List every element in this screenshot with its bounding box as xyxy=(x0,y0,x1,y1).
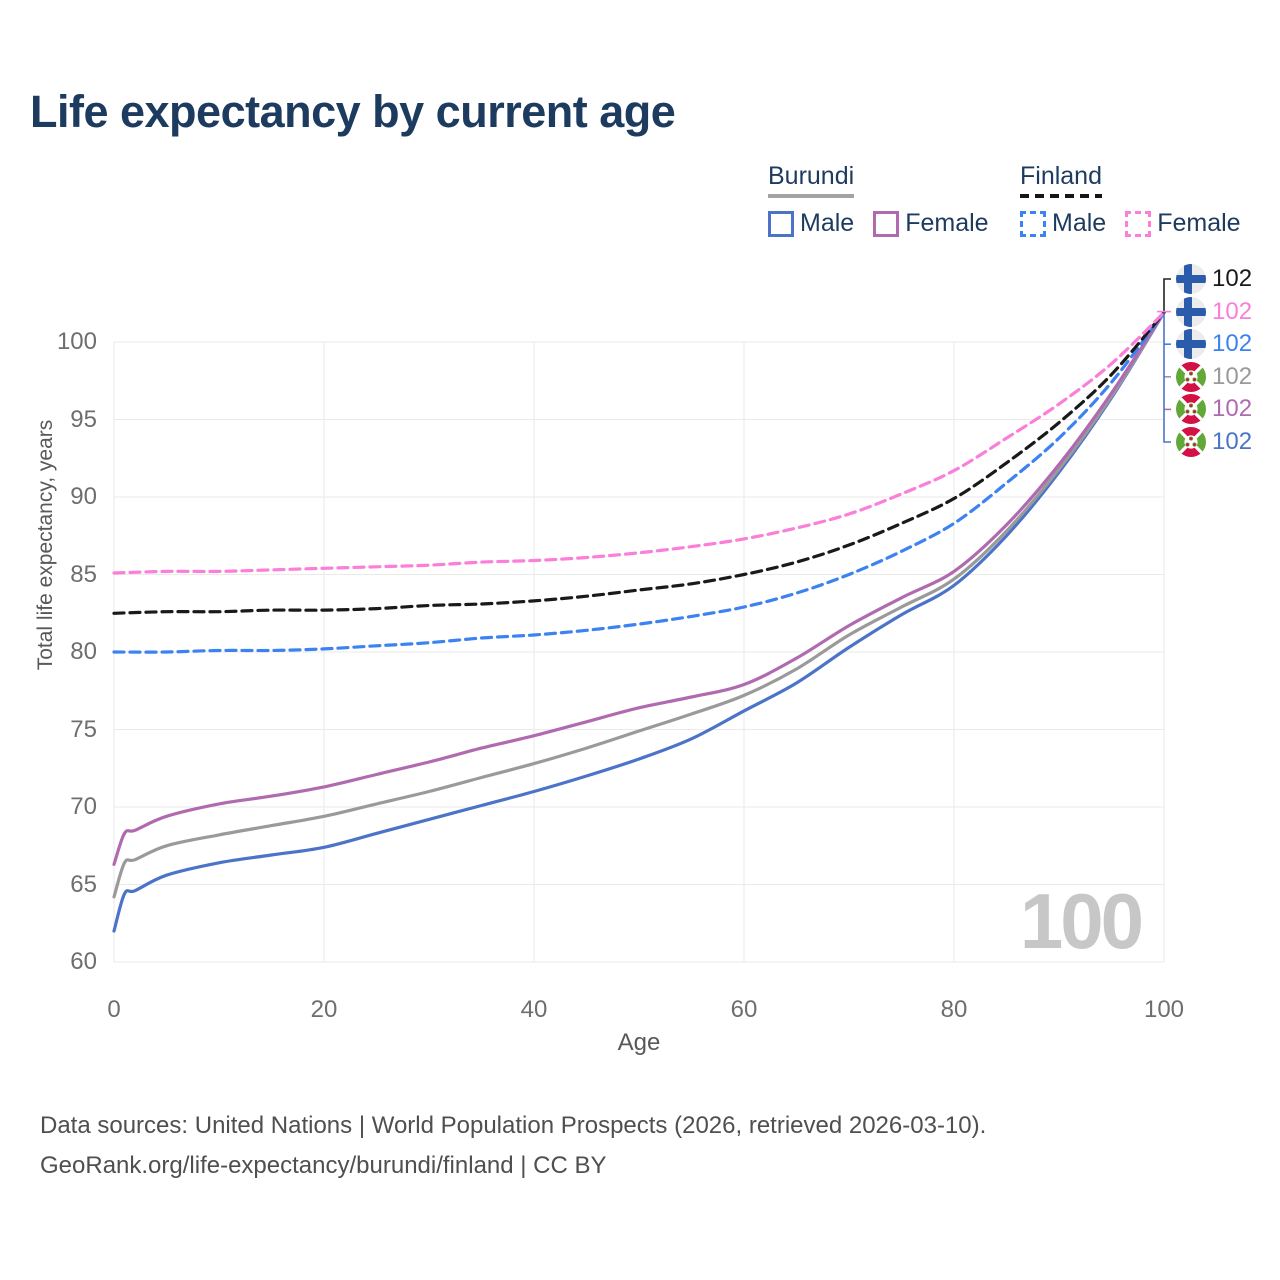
end-label-value: 102 xyxy=(1212,265,1253,292)
y-tick-label: 60 xyxy=(70,948,97,975)
x-tick-label: 60 xyxy=(730,996,758,1023)
y-tick-label: 95 xyxy=(70,405,97,433)
end-label-finland-total: 102 xyxy=(1176,264,1252,294)
callout-finland-total xyxy=(1163,278,1171,311)
end-label-burundi-female: 102 xyxy=(1176,394,1253,425)
x-tick-label: 0 xyxy=(107,996,121,1023)
burundi-flag-icon xyxy=(1176,427,1206,457)
legend-checkbox-icon[interactable] xyxy=(768,210,794,237)
x-tick-label: 40 xyxy=(520,996,548,1023)
legend-country-toggle-finland[interactable]: Finland xyxy=(1020,162,1102,198)
legend-checkbox-icon[interactable] xyxy=(1020,210,1046,237)
y-tick-label: 80 xyxy=(70,638,97,665)
end-label-value: 102 xyxy=(1212,395,1253,423)
burundi-flag-icon xyxy=(1176,361,1206,392)
legend-item-finland-male[interactable]: Male xyxy=(1020,209,1106,238)
legend-checkbox-icon[interactable] xyxy=(1125,210,1152,237)
series-line-burundi-total[interactable] xyxy=(112,310,1166,899)
legend-checkbox-icon[interactable] xyxy=(873,210,900,237)
y-tick-label: 90 xyxy=(70,483,97,510)
y-tick-label: 100 xyxy=(56,328,97,355)
legend-item-label: Male xyxy=(1052,209,1107,237)
y-tick-label: 65 xyxy=(70,870,97,898)
legend-item-label: Female xyxy=(1157,209,1241,237)
x-tick-label: 100 xyxy=(1143,996,1185,1023)
series-line-finland-male[interactable] xyxy=(112,310,1166,654)
legend-item-label: Male xyxy=(800,209,855,237)
page-title: Life expectancy by current age xyxy=(30,86,676,137)
end-label-burundi-total: 102 xyxy=(1176,361,1253,392)
end-label-finland-male: 102 xyxy=(1176,329,1253,360)
series-line-finland-female[interactable] xyxy=(112,310,1166,575)
legend-group-burundi: Burundi Male Female xyxy=(768,162,989,238)
legend-country-line-swatch xyxy=(768,194,855,198)
legend-items-row: Male Female xyxy=(768,209,989,238)
series-line-burundi-male[interactable] xyxy=(112,310,1166,933)
series-line-burundi-female[interactable] xyxy=(112,310,1166,866)
x-tick-label: 80 xyxy=(940,996,968,1023)
y-tick-label: 85 xyxy=(70,560,97,588)
footer-data-sources: Data sources: United Nations | World Pop… xyxy=(40,1112,987,1139)
watermark-age-indicator: 100 xyxy=(1019,877,1144,965)
legend-country-label: Burundi xyxy=(768,162,855,190)
end-label-value: 102 xyxy=(1212,297,1253,325)
burundi-flag-icon xyxy=(1176,394,1206,425)
y-tick-label: 70 xyxy=(70,793,97,820)
legend-country-label: Finland xyxy=(1020,162,1102,190)
x-tick-label: 20 xyxy=(310,996,338,1023)
finland-flag-icon xyxy=(1176,264,1206,294)
legend-country-toggle-burundi[interactable]: Burundi xyxy=(768,162,855,198)
footer-attribution-link: GeoRank.org/life-expectancy/burundi/finl… xyxy=(40,1152,607,1179)
x-axis-title: Age xyxy=(617,1029,661,1056)
y-tick-label: 75 xyxy=(70,715,97,743)
callout-burundi-male xyxy=(1163,313,1171,443)
finland-flag-icon xyxy=(1176,329,1206,360)
end-label-finland-female: 102 xyxy=(1176,296,1253,327)
legend-country-line-swatch xyxy=(1020,194,1102,198)
legend-group-finland: Finland Male Female xyxy=(1020,162,1241,238)
series-line-finland-total[interactable] xyxy=(112,310,1166,615)
end-label-value: 102 xyxy=(1212,428,1253,455)
end-label-value: 102 xyxy=(1212,362,1253,390)
legend-item-burundi-female[interactable]: Female xyxy=(873,209,989,238)
legend-item-label: Female xyxy=(905,209,989,237)
legend-item-finland-female[interactable]: Female xyxy=(1125,209,1241,238)
end-label-value: 102 xyxy=(1212,330,1253,358)
legend-items-row: Male Female xyxy=(1020,209,1241,238)
finland-flag-icon xyxy=(1176,296,1206,327)
y-axis-title: Total life expectancy, years xyxy=(34,419,57,671)
footer: Data sources: United Nations | World Pop… xyxy=(40,1106,986,1186)
legend-item-burundi-male[interactable]: Male xyxy=(768,209,854,238)
end-label-burundi-male: 102 xyxy=(1176,427,1252,457)
